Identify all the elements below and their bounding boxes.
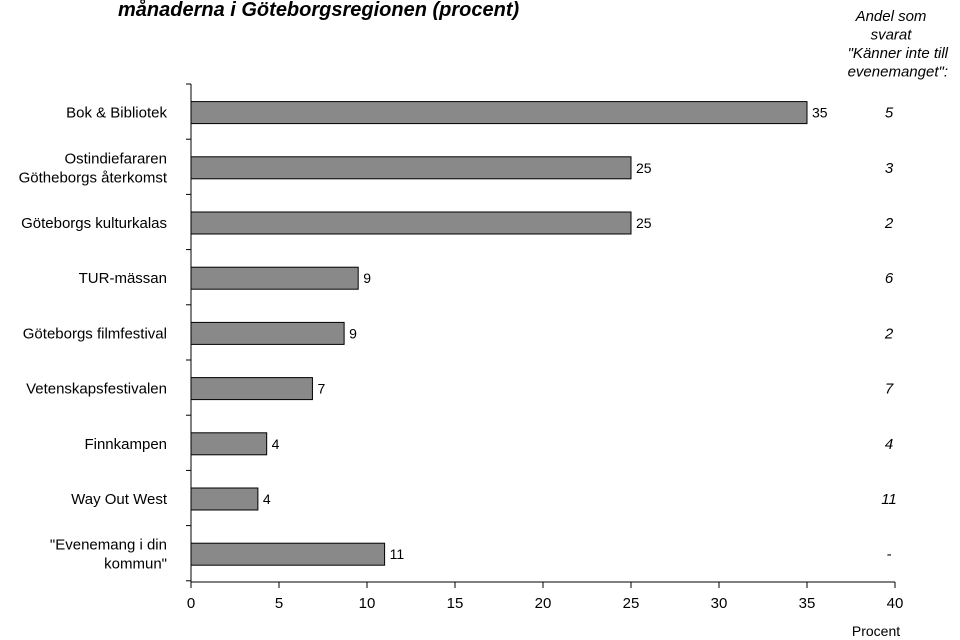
chart-title: månaderna i Göteborgsregionen (procent) bbox=[118, 0, 520, 21]
bar bbox=[190, 377, 313, 401]
data-label: 11 bbox=[390, 546, 405, 562]
side-column-header: Andel som svarat"Känner inte till eveneman… bbox=[848, 8, 949, 81]
category-label: Götheborgs återkomst bbox=[19, 169, 168, 186]
side-column-value: 6 bbox=[885, 270, 894, 287]
data-label: 9 bbox=[349, 325, 357, 341]
bar bbox=[190, 432, 268, 456]
side-column-value: 2 bbox=[884, 325, 894, 342]
x-tick-label: 10 bbox=[359, 595, 376, 612]
side-column-value: 4 bbox=[885, 436, 893, 453]
category-label: "Evenemang i din bbox=[50, 537, 167, 554]
x-tick-label: 0 bbox=[187, 595, 195, 612]
side-column-value: 7 bbox=[885, 381, 894, 398]
x-axis-title: Procent bbox=[852, 623, 900, 639]
data-label: 25 bbox=[636, 215, 652, 231]
data-label: 25 bbox=[636, 160, 652, 176]
category-label: Finnkampen bbox=[84, 436, 167, 453]
x-tick-label: 40 bbox=[887, 595, 904, 612]
x-tick-label: 5 bbox=[275, 595, 283, 612]
data-label: 35 bbox=[812, 105, 828, 121]
bar bbox=[190, 487, 259, 511]
side-column-value: 2 bbox=[884, 215, 894, 232]
x-tick-label: 25 bbox=[623, 595, 640, 612]
x-tick-label: 30 bbox=[711, 595, 728, 612]
bar bbox=[190, 156, 632, 180]
labels: 0 5 10 15 20 25 30 35 40 Bok & Bibliotek 35 5 Ostind… bbox=[19, 105, 904, 612]
side-column-value: - bbox=[887, 546, 892, 563]
bar bbox=[190, 101, 808, 125]
category-label: Ostindiefararen bbox=[64, 150, 167, 167]
data-label: 9 bbox=[363, 270, 371, 286]
x-tick-label: 15 bbox=[447, 595, 464, 612]
side-header-line: "Känner inte till bbox=[848, 45, 949, 62]
x-tick-label: 35 bbox=[799, 595, 816, 612]
category-label: Göteborgs filmfestival bbox=[23, 325, 167, 342]
side-header-line: svarat bbox=[871, 27, 913, 44]
side-column-value: 11 bbox=[881, 491, 897, 508]
bars bbox=[190, 101, 808, 566]
category-label: Göteborgs kulturkalas bbox=[21, 215, 167, 232]
data-label: 4 bbox=[263, 491, 271, 507]
side-header-line: Andel som bbox=[855, 8, 927, 25]
category-label: TUR-mässan bbox=[79, 270, 167, 287]
category-label: Bok & Bibliotek bbox=[66, 105, 167, 122]
side-column-value: 5 bbox=[885, 105, 894, 122]
x-tick-label: 20 bbox=[535, 595, 552, 612]
bar bbox=[190, 321, 345, 345]
side-column-value: 3 bbox=[885, 160, 894, 177]
side-header-line: evenemanget": bbox=[848, 64, 948, 81]
data-label: 7 bbox=[317, 381, 325, 397]
category-label: Way Out West bbox=[71, 491, 168, 508]
bar bbox=[190, 211, 632, 235]
category-label: kommun" bbox=[104, 556, 167, 573]
category-label: Vetenskapsfestivalen bbox=[26, 381, 167, 398]
data-label: 4 bbox=[272, 436, 280, 452]
bar bbox=[190, 266, 359, 290]
bar bbox=[190, 542, 386, 566]
